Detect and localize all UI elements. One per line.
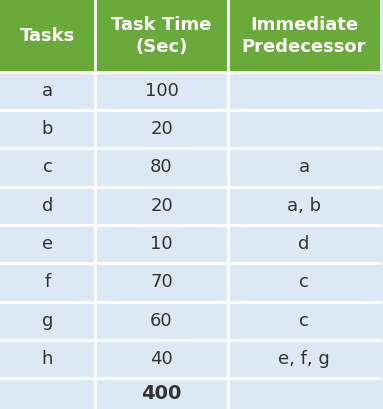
FancyBboxPatch shape [228, 0, 380, 72]
FancyBboxPatch shape [0, 302, 95, 340]
Text: d: d [298, 235, 310, 253]
FancyBboxPatch shape [228, 225, 380, 263]
Text: c: c [299, 274, 309, 292]
Text: h: h [42, 350, 53, 368]
FancyBboxPatch shape [95, 378, 228, 409]
FancyBboxPatch shape [0, 378, 95, 409]
Text: 400: 400 [141, 384, 182, 403]
FancyBboxPatch shape [95, 0, 228, 72]
FancyBboxPatch shape [95, 110, 228, 148]
Text: 60: 60 [150, 312, 173, 330]
FancyBboxPatch shape [0, 187, 95, 225]
Text: d: d [42, 197, 53, 215]
Text: b: b [42, 120, 53, 138]
Text: 10: 10 [150, 235, 173, 253]
Text: a: a [298, 158, 309, 176]
Text: c: c [43, 158, 52, 176]
FancyBboxPatch shape [95, 148, 228, 187]
FancyBboxPatch shape [228, 378, 380, 409]
FancyBboxPatch shape [228, 340, 380, 378]
Text: 100: 100 [145, 82, 178, 100]
Text: Immediate
Predecessor: Immediate Predecessor [242, 16, 367, 56]
Text: a, b: a, b [287, 197, 321, 215]
FancyBboxPatch shape [95, 340, 228, 378]
Text: a: a [42, 82, 53, 100]
FancyBboxPatch shape [228, 302, 380, 340]
FancyBboxPatch shape [228, 72, 380, 110]
FancyBboxPatch shape [0, 340, 95, 378]
FancyBboxPatch shape [95, 263, 228, 302]
Text: e, f, g: e, f, g [278, 350, 330, 368]
Text: f: f [44, 274, 51, 292]
FancyBboxPatch shape [95, 225, 228, 263]
Text: c: c [299, 312, 309, 330]
Text: 40: 40 [150, 350, 173, 368]
FancyBboxPatch shape [0, 72, 95, 110]
Text: e: e [42, 235, 53, 253]
FancyBboxPatch shape [228, 148, 380, 187]
FancyBboxPatch shape [0, 110, 95, 148]
FancyBboxPatch shape [0, 263, 95, 302]
FancyBboxPatch shape [0, 148, 95, 187]
Text: 70: 70 [150, 274, 173, 292]
Text: 20: 20 [150, 197, 173, 215]
Text: g: g [42, 312, 53, 330]
FancyBboxPatch shape [95, 302, 228, 340]
FancyBboxPatch shape [0, 0, 95, 72]
FancyBboxPatch shape [95, 72, 228, 110]
Text: 80: 80 [150, 158, 173, 176]
Text: Tasks: Tasks [20, 27, 75, 45]
FancyBboxPatch shape [228, 110, 380, 148]
FancyBboxPatch shape [228, 263, 380, 302]
Text: Task Time
(Sec): Task Time (Sec) [111, 16, 212, 56]
FancyBboxPatch shape [95, 187, 228, 225]
FancyBboxPatch shape [228, 187, 380, 225]
Text: 20: 20 [150, 120, 173, 138]
FancyBboxPatch shape [0, 225, 95, 263]
